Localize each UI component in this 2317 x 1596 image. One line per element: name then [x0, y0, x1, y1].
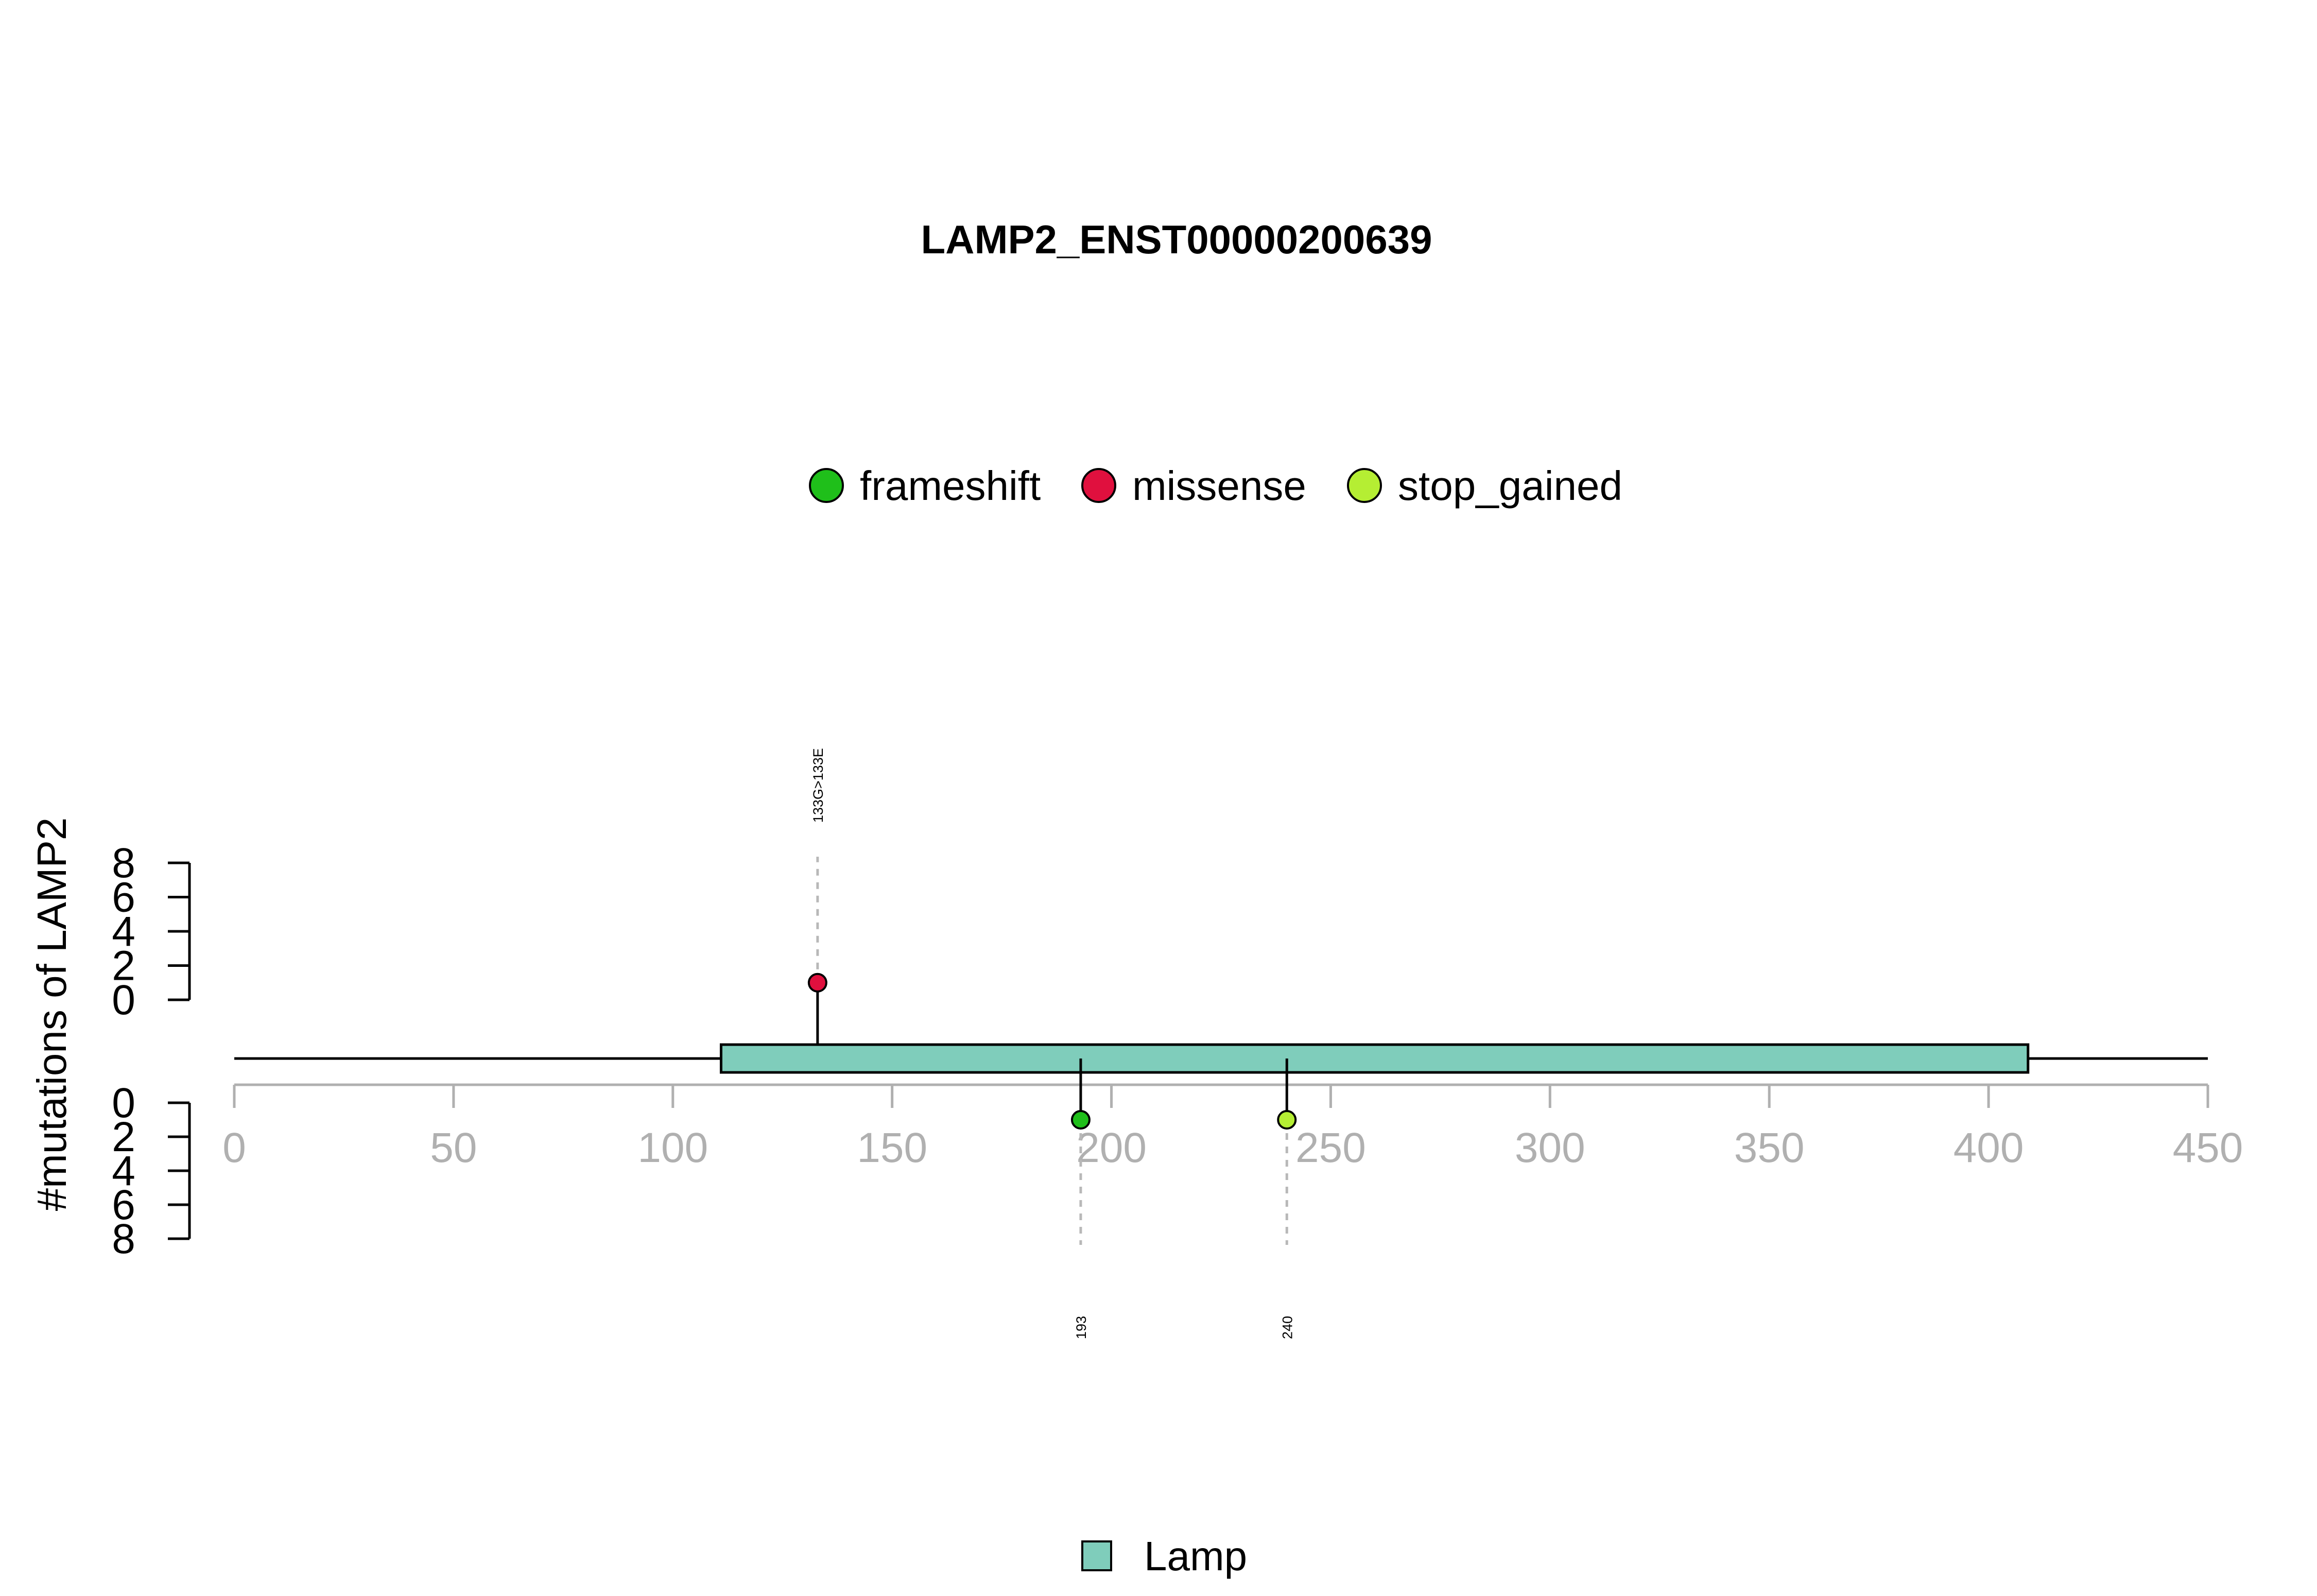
y-tick-label: 2: [112, 943, 135, 990]
y-tick-label: 6: [112, 874, 135, 921]
domain-legend: Lamp: [1081, 1533, 1247, 1579]
mutation-label: 133G>133E: [810, 748, 826, 823]
legend-label: Lamp: [1144, 1533, 1247, 1579]
legend-marker-icon: [809, 468, 844, 503]
x-tick-label: 450: [2173, 1124, 2243, 1171]
y-tick-label: 0: [112, 977, 135, 1023]
y-tick-label: 8: [112, 840, 135, 887]
x-axis: 0 50 100 150 200 250 300 350 400 450: [222, 1083, 2243, 1171]
legend-marker-icon: [1081, 468, 1116, 503]
y-tick-label: 4: [112, 908, 135, 955]
mutation-label: 193: [1074, 1316, 1089, 1339]
mutation-label: 240: [1279, 1316, 1295, 1339]
lollipop-head: [1070, 1110, 1091, 1130]
y-tick-label: 0: [112, 1080, 135, 1126]
y-tick-label: 2: [112, 1114, 135, 1160]
x-tick-label: 0: [222, 1124, 246, 1171]
y-tick-label: 6: [112, 1182, 135, 1228]
y-tick-label: 4: [112, 1148, 135, 1194]
x-tick-label: 400: [1953, 1124, 2024, 1171]
y-tick-label: 8: [112, 1216, 135, 1262]
legend-swatch-icon: [1081, 1540, 1112, 1571]
legend-label: frameshift: [860, 463, 1041, 509]
legend-label: missense: [1132, 463, 1306, 509]
lollipop-head: [807, 973, 827, 993]
x-tick-label: 100: [637, 1124, 708, 1171]
x-tick-label: 300: [1515, 1124, 1585, 1171]
x-tick-label: 200: [1076, 1124, 1147, 1171]
y-axis-label: #mutations of LAMP2: [29, 818, 75, 1211]
protein-domains: [719, 1043, 2030, 1074]
x-tick-label: 350: [1734, 1124, 1805, 1171]
x-tick-label: 150: [857, 1124, 927, 1171]
chart-title: LAMP2_ENST00000200639: [921, 217, 1432, 262]
x-tick-label: 250: [1295, 1124, 1366, 1171]
x-tick-label: 50: [430, 1124, 477, 1171]
lollipop-head: [1277, 1110, 1297, 1130]
legend-label: stop_gained: [1398, 463, 1622, 509]
domain-box: [719, 1043, 2030, 1074]
mutation-type-legend: frameshift missense stop_gained: [809, 463, 1622, 509]
legend-marker-icon: [1347, 468, 1382, 503]
